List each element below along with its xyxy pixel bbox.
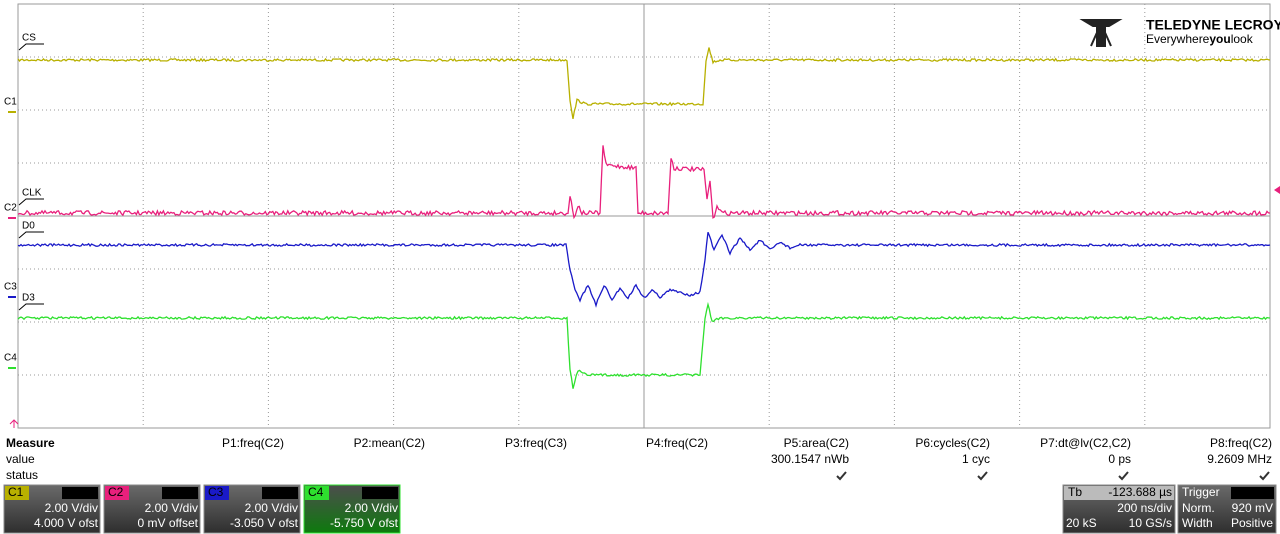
status-check xyxy=(1259,471,1270,481)
trace-label: D0 xyxy=(22,221,35,232)
timebase-header xyxy=(1064,486,1174,500)
trigger-source: C2 xyxy=(1234,488,1247,499)
channel-tag xyxy=(305,486,329,500)
scale: 2.00 V/div xyxy=(345,501,398,515)
trigger-level: 920 mV xyxy=(1232,501,1273,515)
row-label: status xyxy=(6,468,38,482)
trace-label: D3 xyxy=(22,293,35,304)
param-value: 1 cyc xyxy=(962,452,990,466)
scale: 2.00 V/div xyxy=(245,501,298,515)
channel-marker: C3 xyxy=(4,282,17,293)
trigger-coupling: DC xyxy=(1258,488,1272,499)
coupling: DC1M xyxy=(69,488,97,499)
offset: 4.000 V ofst xyxy=(34,516,99,530)
trace-label-line xyxy=(18,43,44,51)
offset: -3.050 V ofst xyxy=(230,516,299,530)
param-name: P2:mean(C2) xyxy=(354,436,425,450)
coupling-tag xyxy=(262,487,298,499)
channel-marker: C2 xyxy=(4,203,17,214)
waveform xyxy=(17,145,1271,220)
channel-name: C3 xyxy=(208,485,224,499)
status-check xyxy=(977,471,988,481)
time-marker xyxy=(9,419,19,428)
coupling-tag xyxy=(162,487,198,499)
trigger-type: Width xyxy=(1182,516,1213,530)
trace-label-line xyxy=(18,231,44,239)
param-name: P6:cycles(C2) xyxy=(915,436,990,450)
offset: -5.750 V ofst xyxy=(330,516,399,530)
trigger-marker xyxy=(1274,186,1280,194)
channel-name: C2 xyxy=(108,485,124,499)
trace-label-line xyxy=(18,303,44,311)
tagline-part: Everywhere xyxy=(1146,32,1210,46)
trigger-label: Trigger xyxy=(1182,485,1220,499)
trigger-tag xyxy=(1231,487,1274,499)
waveform xyxy=(17,47,1271,120)
timebase-delay: -123.688 µs xyxy=(1108,485,1172,499)
status-check xyxy=(836,471,847,481)
waveform xyxy=(17,301,1271,389)
channel-name: C1 xyxy=(8,485,24,499)
channel-marker: C4 xyxy=(4,353,17,364)
trace-label: CLK xyxy=(22,188,42,199)
param-value: 0 ps xyxy=(1108,452,1131,466)
timebase-samples: 20 kS xyxy=(1066,516,1097,530)
coupling: DC xyxy=(183,488,197,499)
scale: 2.00 V/div xyxy=(145,501,198,515)
coupling-tag xyxy=(362,487,398,499)
coupling: DC1M xyxy=(369,488,397,499)
param-name: P3:freq(C3) xyxy=(505,436,567,450)
coupling: DC1M xyxy=(269,488,297,499)
trace-label-line xyxy=(18,198,44,206)
measure-title: Measure xyxy=(6,436,55,450)
param-name: P7:dt@lv(C2,C2) xyxy=(1040,436,1131,450)
param-name: P4:freq(C2) xyxy=(646,436,708,450)
coupling-tag xyxy=(62,487,98,499)
param-name: P8:freq(C2) xyxy=(1210,436,1272,450)
channel-tag xyxy=(205,486,229,500)
param-value: 300.1547 nWb xyxy=(771,452,849,466)
waveform xyxy=(17,231,1271,308)
channel-tag xyxy=(5,486,29,500)
tagline-part: look xyxy=(1231,32,1254,46)
channel-name: C4 xyxy=(308,485,324,499)
brand: TELEDYNE LECROY xyxy=(1146,17,1280,33)
scale: 2.00 V/div xyxy=(45,501,98,515)
channel-tag xyxy=(105,486,129,500)
logo: TELEDYNE LECROY Everywhereyoulook xyxy=(1079,17,1280,47)
timebase-rate: 10 GS/s xyxy=(1129,516,1172,530)
timebase-label: Tb xyxy=(1068,485,1082,499)
status-check xyxy=(1118,471,1129,481)
trace-label: CS xyxy=(22,33,36,44)
offset: 0 mV offset xyxy=(138,516,199,530)
tagline-part: you xyxy=(1209,32,1230,46)
row-label: value xyxy=(6,452,35,466)
channel-marker: C1 xyxy=(4,97,17,108)
trigger-slope: Positive xyxy=(1231,516,1273,530)
param-name: P5:area(C2) xyxy=(784,436,849,450)
logo-icon xyxy=(1079,19,1123,47)
tagline: Everywhereyoulook xyxy=(1146,32,1254,46)
trigger-mode: Norm. xyxy=(1182,501,1215,515)
timebase-scale: 200 ns/div xyxy=(1117,501,1172,515)
param-name: P1:freq(C2) xyxy=(222,436,284,450)
param-value: 9.2609 MHz xyxy=(1207,452,1272,466)
